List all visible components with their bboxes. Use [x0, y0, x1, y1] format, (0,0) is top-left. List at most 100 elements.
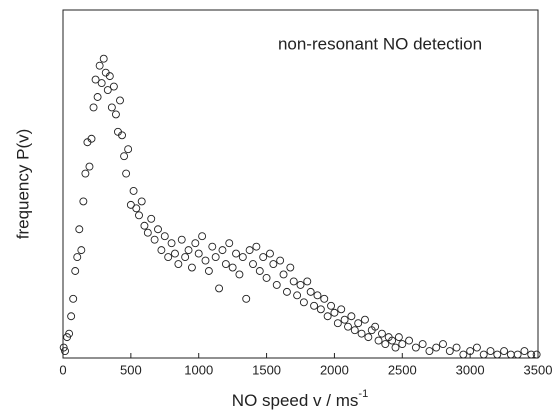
- point: [143, 228, 152, 237]
- point: [532, 350, 541, 359]
- point: [177, 235, 186, 244]
- point: [140, 221, 149, 230]
- point: [93, 93, 102, 101]
- point: [167, 239, 176, 248]
- point: [211, 253, 220, 262]
- point: [486, 347, 495, 355]
- point: [479, 350, 488, 359]
- point: [272, 280, 281, 289]
- point: [500, 347, 509, 355]
- point: [232, 249, 240, 258]
- point: [364, 333, 373, 342]
- point: [394, 333, 403, 342]
- point: [67, 312, 76, 321]
- annotation: non-resonant NO detection: [278, 34, 482, 53]
- point: [320, 294, 329, 303]
- point: [111, 110, 120, 119]
- point: [425, 347, 434, 355]
- point: [122, 169, 131, 178]
- point: [235, 270, 244, 279]
- point: [327, 301, 335, 310]
- point: [313, 291, 322, 300]
- x-tick-label: 3500: [524, 362, 553, 377]
- x-tick-label: 500: [120, 362, 142, 377]
- point: [459, 350, 468, 359]
- point: [347, 312, 356, 321]
- point: [150, 235, 159, 244]
- point: [493, 350, 502, 359]
- point: [71, 267, 80, 275]
- point: [85, 162, 94, 171]
- point: [81, 169, 90, 178]
- point: [439, 340, 447, 349]
- point: [61, 347, 69, 355]
- point: [225, 239, 234, 248]
- y-axis-label: frequency P(v): [13, 129, 32, 240]
- point: [174, 260, 183, 268]
- point: [191, 239, 200, 248]
- point: [350, 326, 359, 335]
- point: [249, 260, 257, 268]
- point: [323, 312, 332, 321]
- point: [445, 347, 454, 355]
- point: [109, 82, 118, 91]
- point: [361, 315, 369, 324]
- point: [299, 298, 308, 307]
- point: [452, 343, 461, 352]
- plot-frame: [62, 9, 539, 359]
- x-tick-label: 2000: [320, 362, 349, 377]
- point: [187, 263, 196, 272]
- point: [218, 246, 227, 255]
- point: [208, 242, 217, 251]
- point: [184, 246, 193, 255]
- point: [306, 287, 315, 296]
- point: [374, 336, 383, 345]
- point: [391, 343, 400, 352]
- point: [255, 267, 264, 275]
- x-tick-label: 2500: [388, 362, 417, 377]
- point: [116, 96, 124, 105]
- point: [95, 61, 104, 70]
- point: [137, 197, 146, 206]
- point: [354, 319, 363, 328]
- point: [337, 305, 346, 314]
- point: [377, 329, 386, 338]
- x-axis-label-sup: -1: [358, 388, 368, 400]
- point: [65, 329, 74, 338]
- point: [276, 256, 285, 265]
- point: [99, 54, 108, 63]
- point: [245, 246, 254, 255]
- point: [411, 343, 420, 352]
- point: [289, 277, 298, 286]
- point: [238, 253, 247, 262]
- x-axis-label-main: NO speed v / ms: [232, 391, 359, 410]
- point: [91, 75, 100, 84]
- point: [97, 79, 106, 88]
- point: [103, 86, 112, 94]
- point: [75, 225, 84, 234]
- point: [135, 211, 143, 220]
- point: [105, 72, 114, 81]
- point: [527, 350, 536, 359]
- point: [520, 347, 529, 355]
- point: [124, 145, 133, 154]
- point: [269, 260, 278, 268]
- point: [221, 260, 230, 268]
- point: [198, 232, 207, 241]
- point: [333, 319, 342, 328]
- point: [340, 315, 349, 324]
- point: [293, 291, 302, 300]
- point: [201, 256, 210, 265]
- point: [432, 343, 441, 352]
- point: [381, 340, 390, 349]
- point: [215, 284, 224, 293]
- point: [472, 343, 481, 352]
- point: [89, 103, 98, 112]
- point: [157, 246, 166, 255]
- point: [59, 343, 68, 352]
- point: [296, 280, 305, 289]
- point: [242, 294, 251, 303]
- point: [132, 204, 141, 213]
- x-axis-label: NO speed v / ms-1: [232, 388, 368, 411]
